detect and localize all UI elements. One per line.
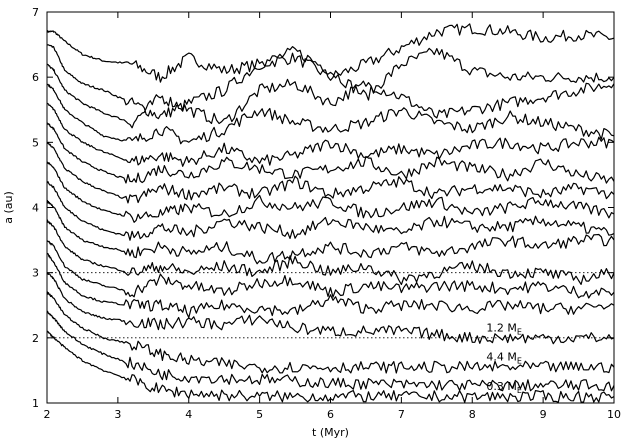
series-line-2 xyxy=(47,44,614,120)
plot-frame xyxy=(46,11,615,404)
y-tick-label-2: 3 xyxy=(32,267,39,280)
reference-lines xyxy=(47,272,614,339)
x-tick-label-7: 9 xyxy=(540,408,547,421)
series-line-17 xyxy=(47,330,614,403)
series-line-14 xyxy=(47,272,614,345)
series-layer xyxy=(47,23,614,403)
series-line-9 xyxy=(47,181,614,241)
series-line-8 xyxy=(47,161,614,223)
series-line-15 xyxy=(47,291,614,374)
y-tick-label-6: 7 xyxy=(32,6,39,19)
series-line-3 xyxy=(47,63,614,129)
x-tick-label-5: 7 xyxy=(398,408,405,421)
series-line-6 xyxy=(47,122,614,184)
x-tick-label-2: 4 xyxy=(185,408,192,421)
series-line-10 xyxy=(47,199,614,265)
series-line-16 xyxy=(47,310,614,392)
x-tick-label-6: 8 xyxy=(469,408,476,421)
mass-annotation-3: 0.3 ME xyxy=(486,380,522,395)
y-tick-label-1: 2 xyxy=(32,332,39,345)
series-line-11 xyxy=(47,219,614,286)
x-axis-label: t (Myr) xyxy=(312,426,349,439)
series-line-12 xyxy=(47,240,614,299)
series-line-5 xyxy=(47,102,614,167)
mass-annotation-1: 1.2 ME xyxy=(486,321,522,336)
series-line-4 xyxy=(47,83,614,145)
x-tick-label-4: 6 xyxy=(327,408,334,421)
y-axis-label: a (au) xyxy=(2,191,15,224)
series-line-13 xyxy=(47,252,614,319)
x-tick-label-0: 2 xyxy=(44,408,51,421)
x-tick-label-1: 3 xyxy=(114,408,121,421)
mass-annotation-2: 4.4 ME xyxy=(486,351,522,366)
y-tick-label-0: 1 xyxy=(32,397,39,410)
x-tick-label-3: 5 xyxy=(256,408,263,421)
y-tick-label-5: 6 xyxy=(32,71,39,84)
y-tick-label-3: 4 xyxy=(32,202,39,215)
annotations: 1.2 ME 4.4 ME 0.3 ME xyxy=(486,321,522,395)
series-line-7 xyxy=(47,142,614,204)
y-tick-label-4: 5 xyxy=(32,136,39,149)
x-tick-label-8: 10 xyxy=(607,408,621,421)
